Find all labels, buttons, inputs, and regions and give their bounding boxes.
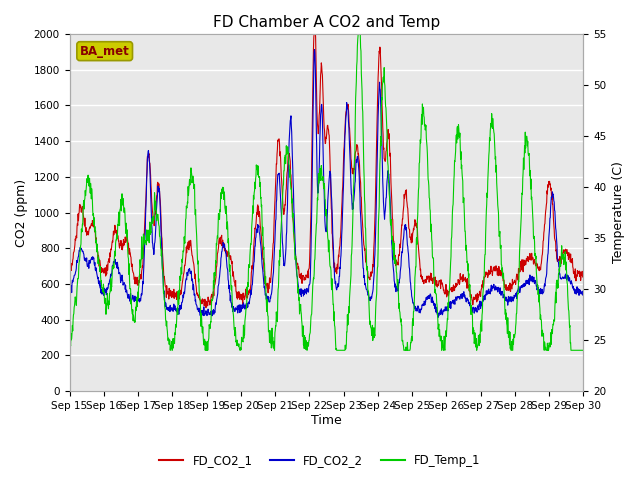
FD_CO2_2 bbox=[168, 306, 175, 312]
FD_CO2_2 bbox=[310, 47, 318, 52]
FD_CO2_1 bbox=[180, 271, 188, 276]
FD_CO2_1 bbox=[519, 269, 527, 275]
FD_CO2_1 bbox=[407, 237, 415, 242]
FD_CO2_2 bbox=[66, 287, 74, 293]
Text: BA_met: BA_met bbox=[80, 45, 129, 58]
Line: FD_CO2_2: FD_CO2_2 bbox=[70, 49, 584, 317]
FD_CO2_2 bbox=[237, 308, 245, 314]
FD_Temp_1 bbox=[407, 340, 415, 346]
FD_CO2_1 bbox=[238, 297, 246, 302]
FD_CO2_1 bbox=[474, 297, 481, 303]
FD_Temp_1 bbox=[66, 348, 74, 353]
FD_CO2_2 bbox=[435, 314, 442, 320]
FD_Temp_1 bbox=[66, 348, 74, 353]
FD_CO2_1 bbox=[202, 305, 210, 311]
FD_CO2_2 bbox=[474, 303, 481, 309]
FD_CO2_1 bbox=[310, 13, 318, 19]
Line: FD_Temp_1: FD_Temp_1 bbox=[70, 34, 584, 350]
FD_CO2_2 bbox=[180, 290, 188, 296]
FD_CO2_2 bbox=[519, 284, 527, 290]
Y-axis label: Temperature (C): Temperature (C) bbox=[612, 162, 625, 264]
FD_Temp_1 bbox=[355, 31, 362, 37]
Title: FD Chamber A CO2 and Temp: FD Chamber A CO2 and Temp bbox=[213, 15, 440, 30]
X-axis label: Time: Time bbox=[311, 414, 342, 427]
Legend: FD_CO2_1, FD_CO2_2, FD_Temp_1: FD_CO2_1, FD_CO2_2, FD_Temp_1 bbox=[155, 449, 485, 472]
FD_CO2_1 bbox=[66, 265, 74, 271]
FD_CO2_2 bbox=[406, 279, 414, 285]
FD_CO2_1 bbox=[168, 290, 175, 296]
Line: FD_CO2_1: FD_CO2_1 bbox=[70, 16, 584, 308]
Y-axis label: CO2 (ppm): CO2 (ppm) bbox=[15, 179, 28, 247]
FD_CO2_1 bbox=[580, 268, 588, 274]
FD_Temp_1 bbox=[180, 234, 188, 240]
FD_Temp_1 bbox=[474, 342, 481, 348]
FD_CO2_2 bbox=[580, 290, 588, 296]
FD_Temp_1 bbox=[519, 169, 527, 175]
FD_Temp_1 bbox=[238, 335, 246, 340]
FD_Temp_1 bbox=[168, 339, 175, 345]
FD_Temp_1 bbox=[580, 348, 588, 353]
